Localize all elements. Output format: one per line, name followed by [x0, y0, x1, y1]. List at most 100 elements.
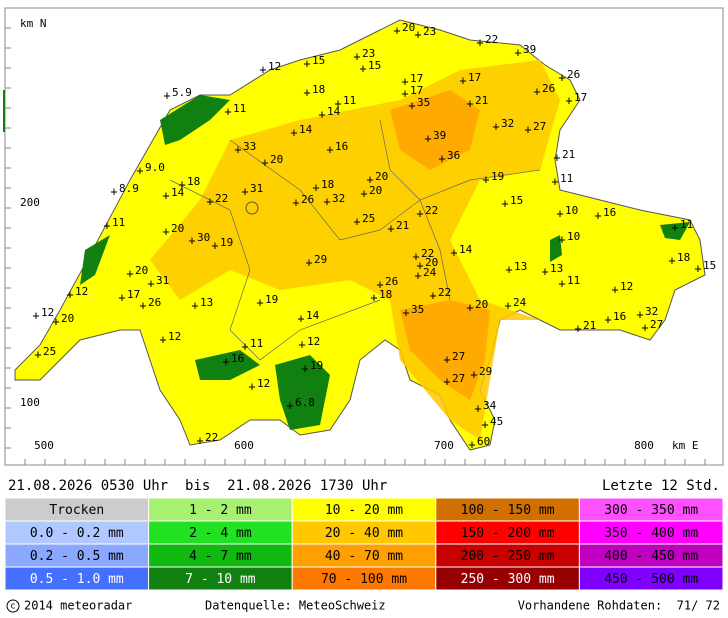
station-value: 12	[257, 377, 270, 390]
station-value: 11	[680, 218, 693, 231]
copyright-c: c	[10, 602, 15, 612]
station-value: 33	[243, 140, 256, 153]
station-value: 26	[385, 275, 398, 288]
station-plus: +	[303, 57, 310, 71]
station-value: 39	[433, 129, 446, 142]
station-plus: +	[636, 308, 643, 322]
station-plus: +	[196, 434, 203, 448]
station-value: 12	[620, 280, 633, 293]
station-value: 26	[542, 82, 555, 95]
station-plus: +	[429, 289, 436, 303]
station-value: 14	[306, 309, 320, 322]
station-plus: +	[412, 250, 419, 264]
station-plus: +	[312, 181, 319, 195]
station-plus: +	[110, 185, 117, 199]
station-value: 21	[396, 219, 409, 232]
copyright: 2014 meteoradar	[24, 599, 132, 613]
station-value: 35	[417, 96, 430, 109]
legend-label: 150 - 200 mm	[461, 526, 555, 541]
station-plus: +	[366, 173, 373, 187]
station-value: 45	[490, 415, 503, 428]
station-value: 21	[583, 319, 596, 332]
copyright-sign	[6, 599, 20, 613]
x-tick-label: 500	[34, 439, 54, 452]
station-value: 32	[645, 305, 658, 318]
station-plus: +	[353, 215, 360, 229]
station-plus: +	[416, 207, 423, 221]
station-value: 21	[475, 94, 488, 107]
station-plus: +	[360, 187, 367, 201]
station-value: 27	[452, 372, 465, 385]
station-value: 18	[321, 178, 334, 191]
station-plus: +	[492, 120, 499, 134]
station-plus: +	[376, 278, 383, 292]
legend-label: 350 - 400 mm	[604, 526, 698, 541]
station-plus: +	[34, 348, 41, 362]
station-value: 26	[148, 296, 161, 309]
station-plus: +	[162, 225, 169, 239]
station-plus: +	[424, 132, 431, 146]
station-value: 11	[343, 94, 356, 107]
x-tick-label: 600	[234, 439, 254, 452]
legend-label: 0.5 - 1.0 mm	[30, 572, 124, 587]
location-marker	[245, 201, 259, 215]
station-plus: +	[303, 86, 310, 100]
station-value: 11	[567, 274, 580, 287]
station-value: 15	[510, 194, 523, 207]
station-value: 16	[613, 310, 626, 323]
station-value: 22	[438, 286, 451, 299]
axis-y-label: km N	[20, 17, 47, 30]
station-plus: +	[476, 36, 483, 50]
legend-label: 70 - 100 mm	[321, 572, 407, 587]
station-plus: +	[159, 333, 166, 347]
station-plus: +	[481, 418, 488, 432]
station-value: 20	[171, 222, 184, 235]
station-value: 13	[514, 260, 527, 273]
station-value: 29	[479, 365, 492, 378]
legend-label: 1 - 2 mm	[189, 503, 252, 518]
station-plus: +	[466, 301, 473, 315]
station-plus: +	[482, 173, 489, 187]
station-plus: +	[118, 291, 125, 305]
edge-mark	[3, 90, 5, 132]
legend-label: 0.2 - 0.5 mm	[30, 549, 124, 564]
station-plus: +	[551, 175, 558, 189]
station-value: 5.9	[172, 86, 192, 99]
station-plus: +	[450, 246, 457, 260]
station-value: 18	[379, 288, 392, 301]
station-plus: +	[359, 62, 366, 76]
station-value: 15	[368, 59, 381, 72]
station-plus: +	[611, 283, 618, 297]
legend-label: 450 - 500 mm	[604, 572, 698, 587]
legend-label: 400 - 450 mm	[604, 549, 698, 564]
station-value: 17	[410, 72, 423, 85]
axis-x-label: km E	[672, 439, 699, 452]
legend-label: 10 - 20 mm	[325, 503, 403, 518]
station-plus: +	[292, 196, 299, 210]
station-plus: +	[533, 85, 540, 99]
station-value: 16	[335, 140, 348, 153]
station-value: 26	[301, 193, 314, 206]
station-value: 9.0	[145, 161, 165, 174]
station-plus: +	[32, 309, 39, 323]
station-plus: +	[401, 75, 408, 89]
station-value: 15	[312, 54, 325, 67]
station-value: 11	[250, 337, 263, 350]
station-plus: +	[163, 89, 170, 103]
station-value: 23	[362, 47, 375, 60]
station-plus: +	[468, 438, 475, 452]
station-value: 11	[560, 172, 573, 185]
station-value: 19	[310, 359, 323, 372]
station-value: 36	[447, 149, 460, 162]
station-plus: +	[459, 74, 466, 88]
station-plus: +	[224, 105, 231, 119]
station-plus: +	[414, 28, 421, 42]
station-value: 20	[425, 256, 438, 269]
station-value: 24	[513, 296, 527, 309]
station-plus: +	[558, 71, 565, 85]
station-plus: +	[66, 288, 73, 302]
station-value: 16	[231, 352, 244, 365]
station-value: 14	[171, 186, 185, 199]
station-plus: +	[470, 368, 477, 382]
